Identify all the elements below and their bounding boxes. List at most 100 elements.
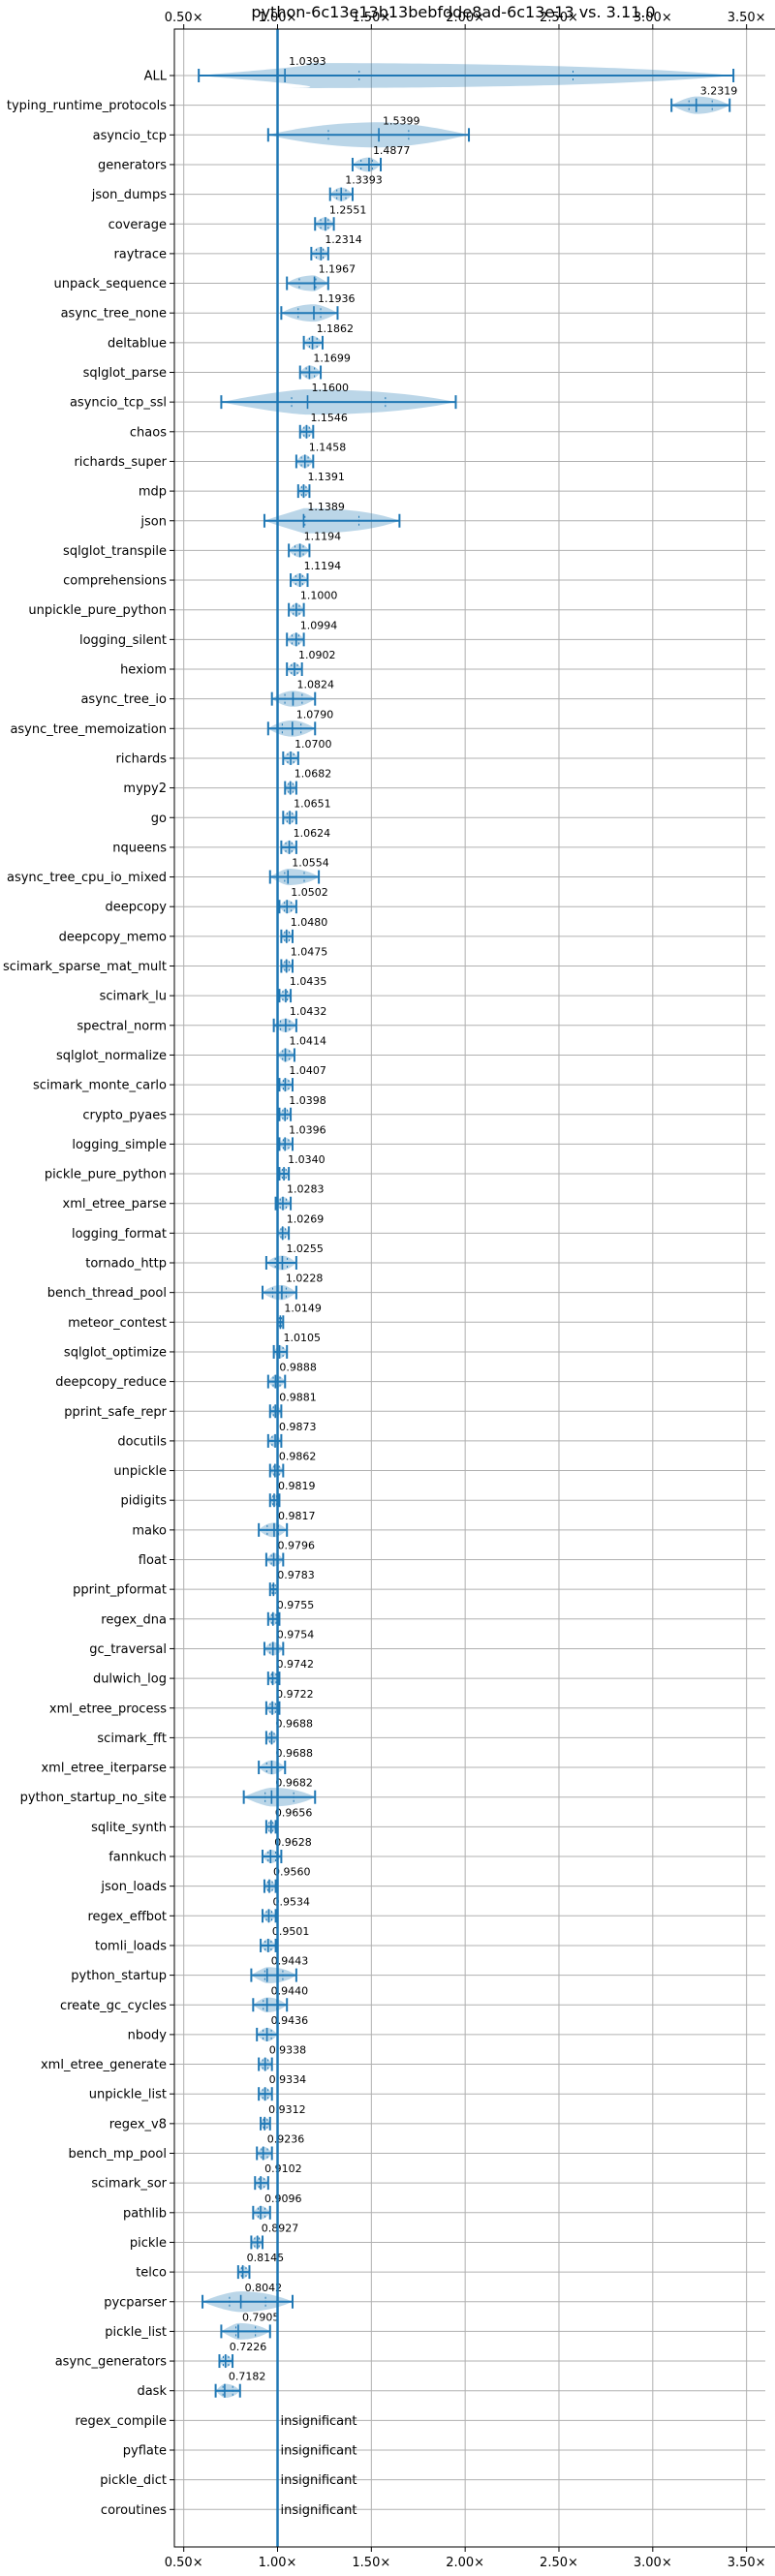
value-label: 0.9881 xyxy=(279,1391,317,1403)
benchmark-label: unpickle xyxy=(113,1464,167,1479)
value-label: 0.9688 xyxy=(275,1717,313,1730)
value-label: 1.1389 xyxy=(307,501,345,513)
benchmark-label: fannkuch xyxy=(108,1851,167,1865)
value-label: 1.0407 xyxy=(289,1064,326,1077)
benchmark-label: unpack_sequence xyxy=(53,277,167,291)
value-label: 0.9560 xyxy=(273,1866,311,1879)
value-label: 1.0149 xyxy=(284,1302,322,1314)
benchmark-label: regex_effbot xyxy=(87,1910,167,1924)
benchmark-label: coroutines xyxy=(101,2503,167,2518)
value-label: 1.0432 xyxy=(290,1005,327,1018)
benchmark-label: deltablue xyxy=(108,336,167,351)
benchmark-label: nbody xyxy=(128,2028,168,2042)
benchmark-label: json xyxy=(140,514,167,529)
benchmark-label: scimark_lu xyxy=(100,990,167,1004)
benchmark-label: crypto_pyaes xyxy=(82,1108,167,1122)
benchmark-label: xml_etree_iterparse xyxy=(41,1762,167,1776)
benchmark-label: nqueens xyxy=(112,841,167,855)
value-label: 1.2314 xyxy=(325,233,362,246)
benchmark-label: scimark_monte_carlo xyxy=(33,1079,167,1093)
value-label: 0.7905 xyxy=(242,2311,280,2323)
value-label: 1.1194 xyxy=(304,530,342,542)
value-label: 0.9682 xyxy=(275,1777,313,1790)
value-label: 1.0902 xyxy=(298,649,336,661)
benchmark-label: json_loads xyxy=(100,1880,167,1894)
value-label: 1.0624 xyxy=(294,827,331,840)
benchmark-label: xml_etree_process xyxy=(49,1702,167,1716)
value-label: 0.9817 xyxy=(278,1510,316,1522)
benchmark-label: bench_mp_pool xyxy=(68,2147,167,2162)
benchmark-label: async_tree_cpu_io_mixed xyxy=(7,871,167,885)
plot-frame xyxy=(173,28,775,2548)
value-label: 0.9312 xyxy=(268,2103,306,2116)
value-label: 1.0255 xyxy=(286,1242,324,1255)
x-tick-label-bottom: 0.50× xyxy=(165,2556,203,2570)
benchmark-label: sqlglot_optimize xyxy=(64,1345,167,1360)
value-label: 0.8927 xyxy=(262,2222,299,2234)
benchmark-label: pprint_safe_repr xyxy=(64,1405,167,1420)
value-label: 1.1546 xyxy=(310,412,348,424)
value-label: 1.0700 xyxy=(294,738,332,751)
x-tick-label-bottom: 2.50× xyxy=(540,2556,578,2570)
value-label: 1.3393 xyxy=(345,174,383,187)
value-label: 0.9862 xyxy=(279,1451,317,1463)
value-label: 1.0554 xyxy=(292,857,329,870)
value-label: 0.9436 xyxy=(271,2014,309,2027)
value-label: 0.9722 xyxy=(276,1688,314,1701)
value-label: 0.9334 xyxy=(269,2073,307,2086)
value-label: 1.0414 xyxy=(290,1034,327,1047)
value-label: 1.0269 xyxy=(287,1212,325,1225)
x-tick-label-bottom: 3.00× xyxy=(634,2556,672,2570)
benchmark-label: unpickle_pure_python xyxy=(28,603,167,618)
x-tick-label-top: 3.50× xyxy=(728,11,766,25)
value-label: 0.9534 xyxy=(272,1895,310,1908)
insignificant-label: insignificant xyxy=(281,2444,357,2459)
benchmark-label: go xyxy=(151,812,167,826)
benchmark-label: logging_silent xyxy=(79,633,167,648)
value-label: 1.1000 xyxy=(300,590,338,602)
x-tick-label-top: 1.00× xyxy=(259,11,297,25)
benchmark-label: chaos xyxy=(130,425,167,440)
benchmark-label: regex_dna xyxy=(101,1612,167,1627)
benchmark-label: sqlglot_parse xyxy=(83,366,167,381)
value-label: 1.0396 xyxy=(289,1123,326,1136)
benchmark-label: async_generators xyxy=(55,2355,168,2370)
x-tick-label-top: 3.00× xyxy=(634,11,672,25)
benchmark-label: generators xyxy=(98,158,167,172)
value-label: 0.9783 xyxy=(277,1569,315,1581)
benchmark-label: python_startup_no_site xyxy=(20,1791,167,1805)
value-label: 0.9742 xyxy=(277,1658,315,1671)
chart-title: python-6c13e13b13bebfdde8ad-6c13e13 vs. … xyxy=(251,3,655,21)
value-label: 0.7226 xyxy=(230,2341,266,2353)
benchmark-label: pickle xyxy=(130,2236,167,2251)
value-label: 0.9096 xyxy=(264,2193,302,2205)
benchmark-label: hexiom xyxy=(120,663,167,678)
benchmark-label: asyncio_tcp xyxy=(93,129,167,143)
value-label: 1.1699 xyxy=(313,353,351,365)
value-label: 3.2319 xyxy=(700,85,738,98)
axes: 0.50× 0.50× 1.00× 1.00× 1.50× 1.50× 2.00× 2.00×… xyxy=(3,11,766,2570)
benchmark-label: typing_runtime_protocols xyxy=(7,99,167,113)
value-label: 1.0790 xyxy=(296,708,334,721)
value-label: 0.9754 xyxy=(277,1628,315,1641)
labels: 1.0393 3.2319 1.5399 1.4877 1.3393 1.2551 1.23… xyxy=(229,55,737,2518)
benchmark-label: tornado_http xyxy=(85,1257,167,1272)
x-tick-label-top: 0.50× xyxy=(165,11,203,25)
benchmark-label: xml_etree_parse xyxy=(63,1197,167,1211)
x-tick-label-bottom: 2.00× xyxy=(446,2556,484,2570)
value-label: 1.0228 xyxy=(286,1273,324,1285)
value-label: 0.9628 xyxy=(274,1836,312,1849)
value-label: 1.0502 xyxy=(291,886,328,899)
benchmark-label: sqlglot_transpile xyxy=(63,544,167,559)
value-label: 1.0105 xyxy=(284,1332,322,1344)
value-label: 1.0393 xyxy=(289,55,326,68)
benchmark-label: xml_etree_generate xyxy=(41,2058,167,2072)
benchmark-label: raytrace xyxy=(113,247,167,261)
benchmark-label: logging_simple xyxy=(72,1138,167,1152)
benchmark-label: comprehensions xyxy=(63,574,167,589)
benchmark-label: regex_compile xyxy=(75,2414,167,2429)
insignificant-label: insignificant xyxy=(281,2473,357,2488)
violins xyxy=(198,63,735,2398)
benchmark-label: deepcopy_memo xyxy=(59,930,167,944)
benchmark-label: json_dumps xyxy=(91,188,167,202)
